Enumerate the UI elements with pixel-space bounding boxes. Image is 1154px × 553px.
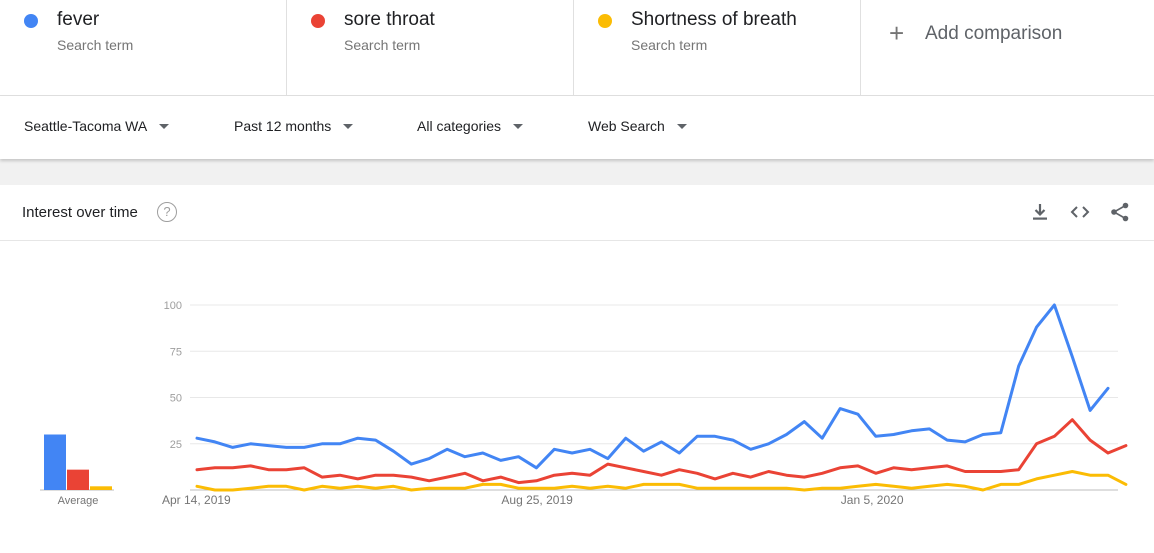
embed-code-icon[interactable] bbox=[1069, 201, 1091, 223]
series-line-shortness-of-breath bbox=[195, 470, 1128, 492]
average-bar-sore-throat bbox=[67, 469, 89, 490]
term-card-sore-throat[interactable]: sore throat Search term bbox=[287, 0, 574, 96]
card-title: Interest over time bbox=[22, 204, 138, 221]
average-bar-shortness-of-breath bbox=[90, 486, 112, 490]
caret-down-icon bbox=[513, 123, 524, 129]
series-color-dot bbox=[598, 14, 612, 28]
time-range-value: Past 12 months bbox=[234, 118, 332, 134]
series-color-dot bbox=[24, 14, 38, 28]
interest-over-time-card: Interest over time ? 25 50 75 100 Apr 14, 20… bbox=[0, 185, 1154, 553]
term-name: Shortness of breath bbox=[631, 9, 797, 30]
plus-icon: + bbox=[889, 18, 905, 48]
caret-down-icon bbox=[676, 123, 687, 129]
term-type: Search term bbox=[344, 37, 421, 53]
download-icon[interactable] bbox=[1029, 201, 1051, 223]
help-icon[interactable]: ? bbox=[157, 202, 177, 222]
time-range-dropdown[interactable]: Past 12 months bbox=[234, 118, 354, 134]
search-terms-bar: fever Search term sore throat Search ter… bbox=[0, 0, 1154, 96]
series-color-dot bbox=[311, 14, 325, 28]
term-type: Search term bbox=[631, 37, 708, 53]
interest-over-time-chart: 25 50 75 100 Apr 14, 2019 Aug 25, 2019 Jan 5, … bbox=[40, 300, 1128, 507]
region-value: Seattle-Tacoma WA bbox=[24, 118, 148, 134]
region-dropdown[interactable]: Seattle-Tacoma WA bbox=[24, 118, 170, 134]
y-tick-label: 100 bbox=[164, 300, 182, 312]
x-tick-label: Jan 5, 2020 bbox=[841, 493, 904, 507]
series-line-fever bbox=[195, 303, 1110, 470]
y-tick-label: 50 bbox=[170, 393, 182, 405]
x-tick-label: Aug 25, 2019 bbox=[501, 493, 573, 507]
y-tick-label: 75 bbox=[170, 346, 182, 358]
add-comparison-label: Add comparison bbox=[925, 23, 1063, 44]
filter-bar: Seattle-Tacoma WA Past 12 months All cat… bbox=[0, 96, 1154, 159]
search-type-value: Web Search bbox=[588, 118, 665, 134]
average-label: Average bbox=[58, 495, 99, 507]
term-card-shortness-of-breath[interactable]: Shortness of breath Search term bbox=[574, 0, 861, 96]
average-bar-fever bbox=[44, 434, 66, 490]
share-icon[interactable] bbox=[1109, 201, 1131, 223]
term-card-fever[interactable]: fever Search term bbox=[0, 0, 287, 96]
x-tick-label: Apr 14, 2019 bbox=[162, 493, 231, 507]
search-type-dropdown[interactable]: Web Search bbox=[588, 118, 687, 134]
term-name: fever bbox=[57, 9, 100, 30]
caret-down-icon bbox=[159, 123, 170, 129]
caret-down-icon bbox=[343, 123, 354, 129]
series-line-sore-throat bbox=[195, 418, 1128, 485]
term-name: sore throat bbox=[344, 9, 435, 30]
term-type: Search term bbox=[57, 37, 134, 53]
category-dropdown[interactable]: All categories bbox=[417, 118, 524, 134]
card-header: Interest over time ? bbox=[0, 185, 1154, 241]
y-tick-label: 25 bbox=[170, 439, 182, 451]
add-comparison-button[interactable]: + Add comparison bbox=[861, 0, 1154, 96]
category-value: All categories bbox=[417, 118, 502, 134]
